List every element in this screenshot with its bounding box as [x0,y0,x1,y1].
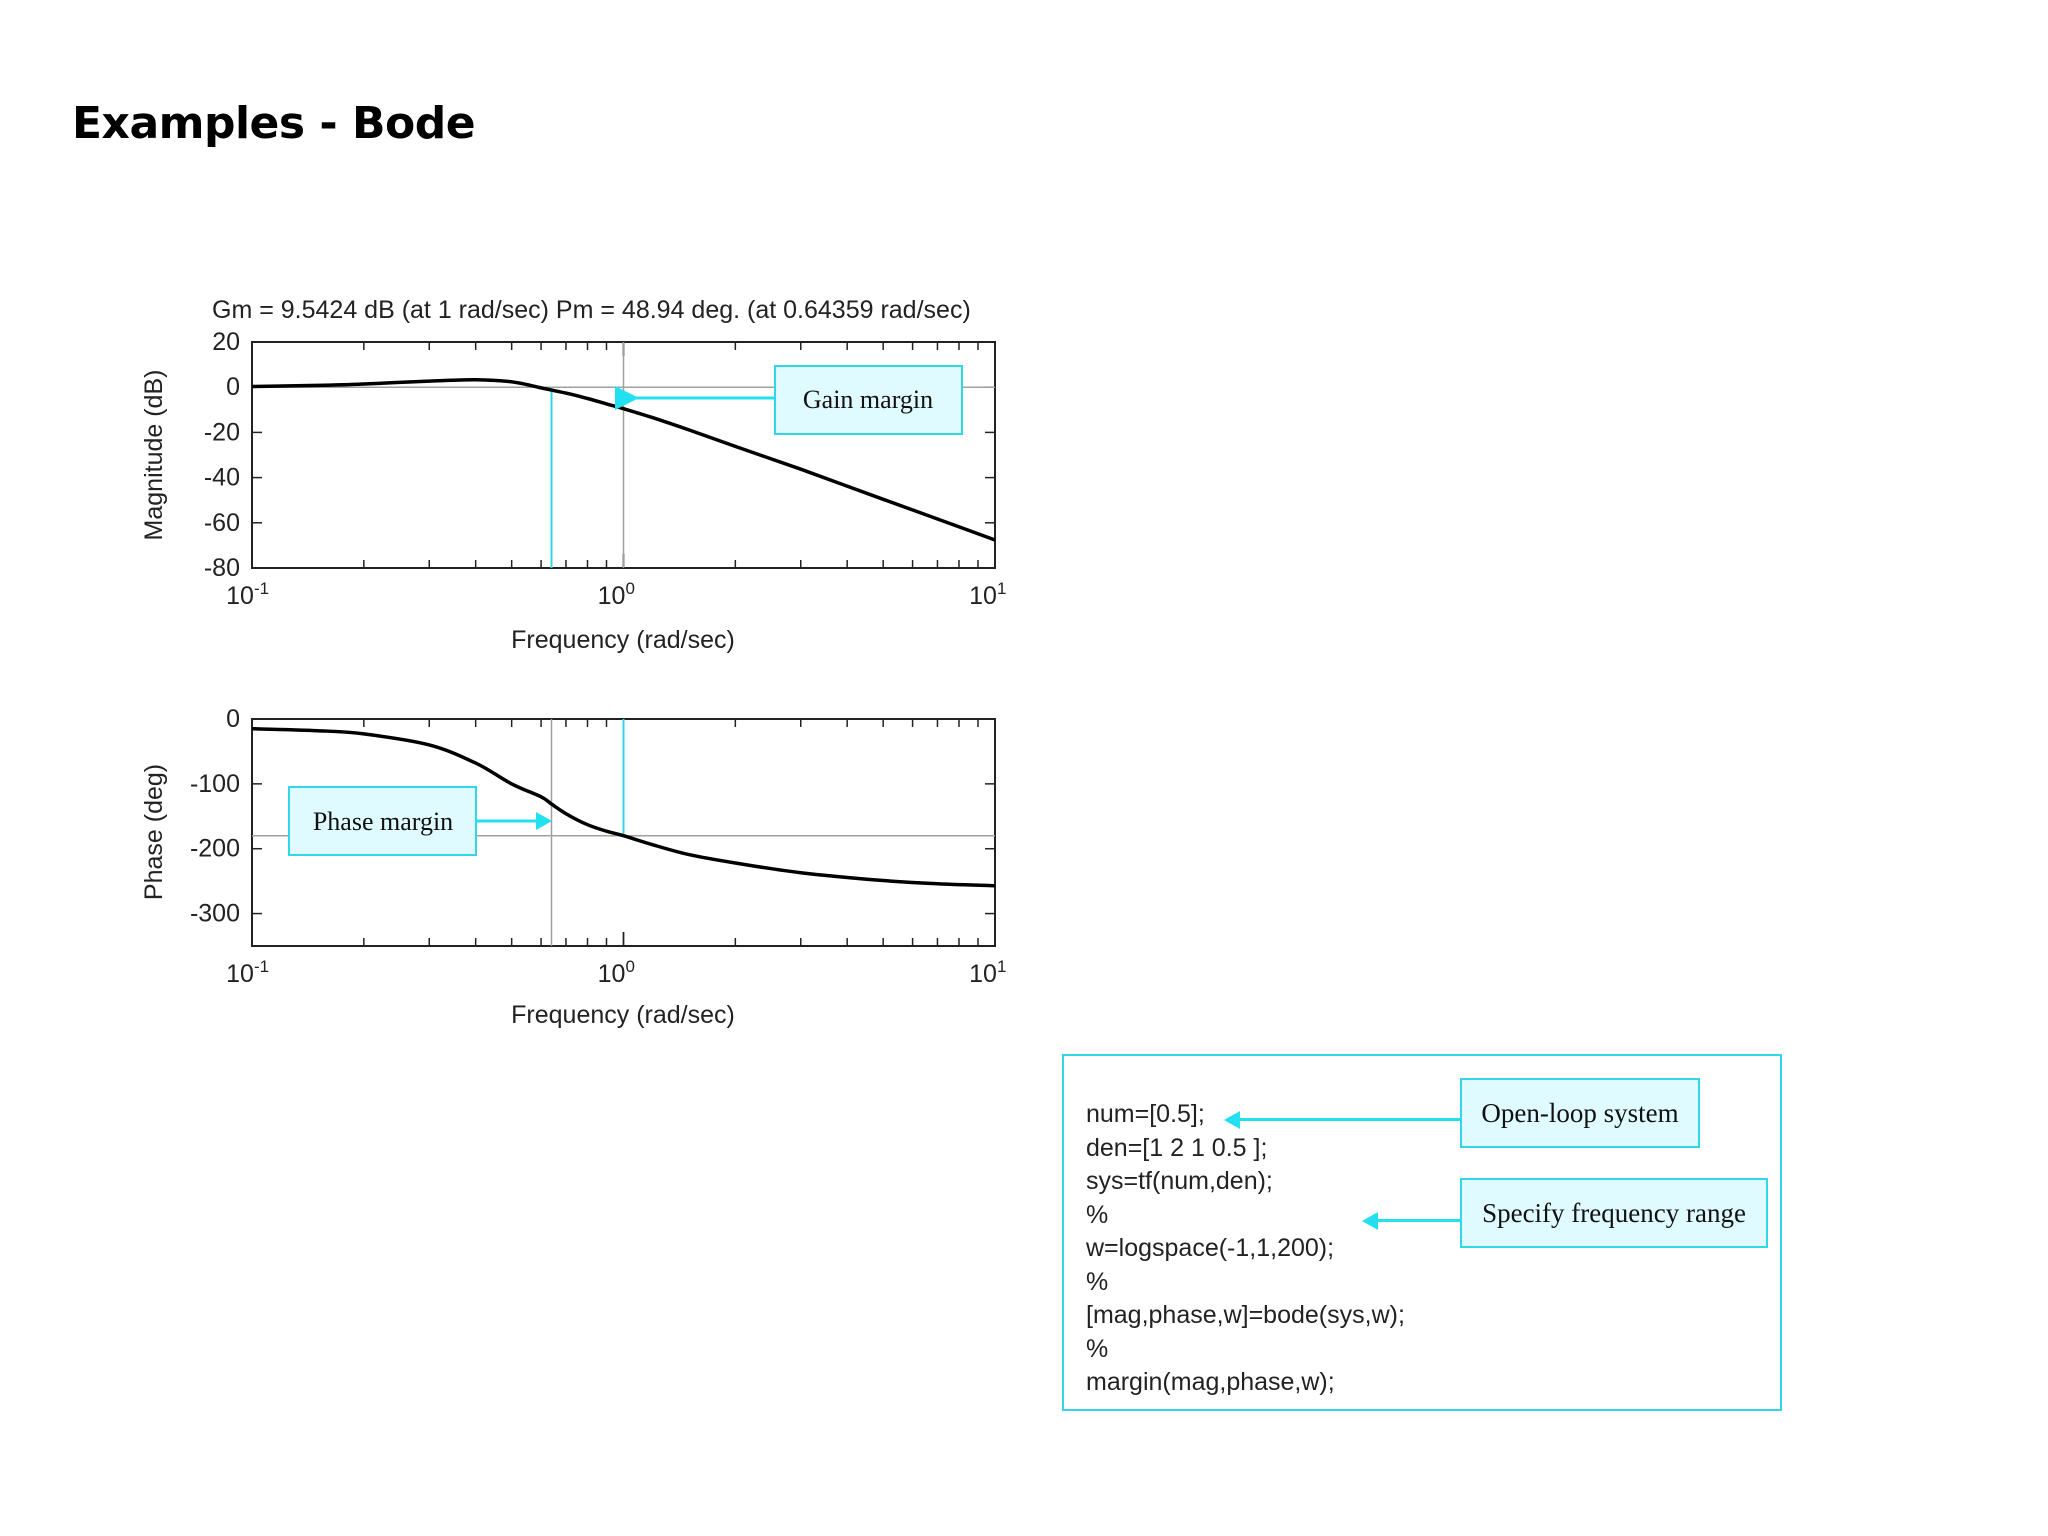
freq-range-callout: Specify frequency range [1460,1178,1768,1248]
x-tick-exponent: 1 [997,957,1006,976]
y-tick-label: -40 [204,464,240,492]
phase-xlabel: Frequency (rad/sec) [511,1001,735,1029]
phase-curve [251,726,996,888]
gain-margin-callout-box [774,365,963,435]
phase-ytick-labels: 0 -100 -200 -300 [190,705,240,928]
phase-ticks [251,718,996,946]
matlab-code-box: num=[0.5]; den=[1 2 1 0.5 ]; sys=tf(num,… [1062,1054,1782,1411]
magnitude-xtick-labels: 10 -1 10 0 10 1 [226,579,1006,610]
y-tick-label: 0 [226,705,240,733]
magnitude-ylabel: Magnitude (dB) [140,370,168,541]
code-line: % [1086,1267,1109,1296]
phase-margin-callout: Phase margin [313,807,453,836]
magnitude-ytick-labels: 20 0 -20 -40 -60 -80 [204,328,240,582]
code-line: w=logspace(-1,1,200); [1086,1234,1335,1262]
magnitude-xlabel: Frequency (rad/sec) [511,626,735,654]
x-tick-label: 10 [969,960,997,988]
code-line: num=[0.5]; [1086,1100,1205,1128]
x-tick-exponent: 1 [997,579,1006,598]
y-tick-label: -20 [204,418,240,446]
gain-margin-callout: Gain margin [803,385,933,414]
phase-ylabel: Phase (deg) [140,764,168,900]
y-tick-label: -60 [204,509,240,537]
x-tick-exponent: 0 [626,957,635,976]
x-tick-label: 10 [598,960,626,988]
freq-range-arrowhead [1362,1212,1378,1230]
bode-diagram: Gm = 9.5424 dB (at 1 rad/sec) Pm = 48.94… [140,296,1006,1029]
code-line: margin(mag,phase,w); [1086,1368,1335,1396]
code-line: % [1086,1334,1109,1363]
open-loop-callout: Open-loop system [1460,1078,1700,1148]
y-tick-label: -80 [204,554,240,582]
y-tick-label: 0 [226,373,240,401]
open-loop-arrowhead [1224,1111,1240,1129]
y-tick-label: -300 [190,900,240,928]
freq-range-arrow [1376,1219,1462,1222]
x-tick-exponent: -1 [254,957,269,976]
open-loop-arrow [1238,1118,1524,1121]
y-tick-label: -200 [190,835,240,863]
magnitude-plot-title: Gm = 9.5424 dB (at 1 rad/sec) Pm = 48.94… [212,296,971,324]
y-tick-label: -100 [190,770,240,798]
x-tick-exponent: -1 [254,579,269,598]
x-tick-label: 10 [598,582,626,610]
phase-xtick-labels: 10 -1 10 0 10 1 [226,957,1006,988]
page-title: Examples - Bode [72,98,476,149]
code-line: % [1086,1200,1109,1229]
code-line: sys=tf(num,den); [1086,1167,1273,1195]
x-tick-label: 10 [226,582,254,610]
phase-margin-arrowhead [536,812,552,830]
magnitude-curve [251,377,996,542]
code-line: den=[1 2 1 0.5 ]; [1086,1133,1268,1162]
code-lines: num=[0.5]; den=[1 2 1 0.5 ]; sys=tf(num,… [1086,1098,1405,1400]
x-tick-label: 10 [226,960,254,988]
x-tick-label: 10 [969,582,997,610]
y-tick-label: 20 [212,328,240,356]
x-tick-exponent: 0 [626,579,635,598]
code-line: [mag,phase,w]=bode(sys,w); [1086,1301,1405,1329]
